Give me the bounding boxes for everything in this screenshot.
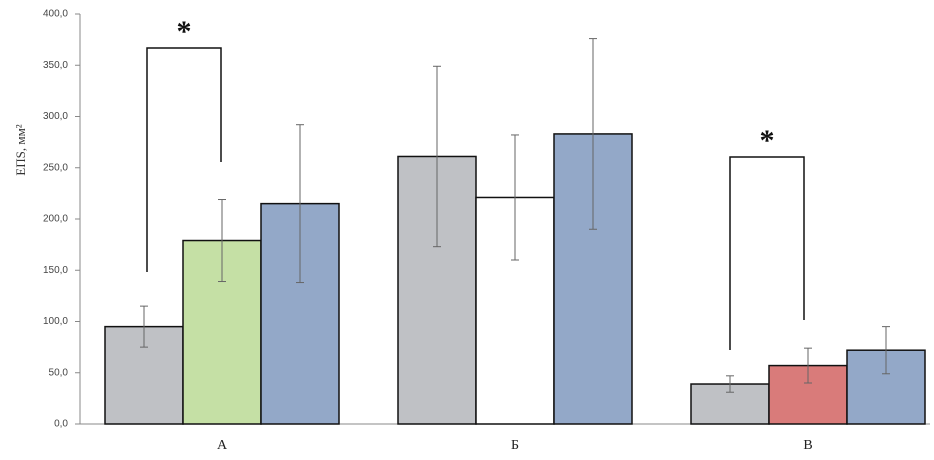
y-tick-label: 50,0: [49, 367, 69, 378]
significance-bracket: [146, 47, 222, 272]
y-tick-label: 150,0: [43, 265, 68, 276]
significance-star: *: [760, 124, 775, 157]
y-axis-label: ЕПS, мм²: [13, 124, 28, 176]
y-tick-label: 0,0: [54, 419, 68, 430]
y-tick-label: 400,0: [43, 9, 68, 20]
y-tick-label: 200,0: [43, 214, 68, 225]
x-tick-label: А: [217, 438, 228, 453]
x-tick-label: Б: [511, 438, 519, 453]
y-tick-label: 100,0: [43, 316, 68, 327]
y-tick-label: 300,0: [43, 111, 68, 122]
x-tick-label: В: [803, 438, 812, 453]
y-tick-label: 250,0: [43, 162, 68, 173]
significance-bracket: [729, 156, 805, 350]
y-tick-label: 350,0: [43, 60, 68, 71]
significance-star: *: [177, 15, 192, 48]
